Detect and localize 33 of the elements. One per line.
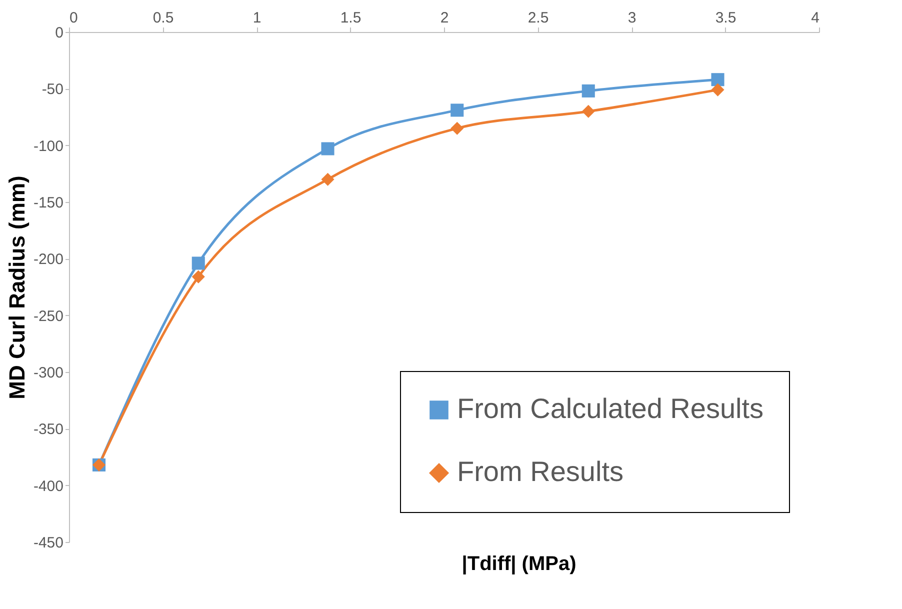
x-tick-label: 0.5	[152, 10, 174, 26]
point	[582, 84, 595, 98]
x-tick-label: 3.5	[715, 10, 736, 26]
y-tick-label: -150	[33, 194, 64, 212]
point	[711, 73, 724, 86]
y-tick-label: -300	[33, 364, 64, 382]
y-tick-label: 0	[55, 24, 64, 42]
point	[582, 104, 595, 118]
x-tick-label: 2	[440, 10, 449, 26]
point	[450, 122, 464, 135]
x-tick-label: 1.5	[340, 10, 362, 26]
y-axis-title: MD Curl Radius (mm)	[4, 176, 30, 400]
point	[192, 270, 205, 284]
y-tick-label: -450	[33, 534, 64, 552]
y-tick-label: -400	[33, 478, 64, 495]
y-tick-label: -250	[33, 308, 64, 325]
legend-label: From Calculated Results	[457, 393, 764, 424]
point	[321, 172, 334, 186]
point	[450, 104, 464, 117]
x-tick-label: 1	[252, 10, 262, 26]
y-tick-label: -50	[42, 81, 64, 98]
legend-label: From Results	[457, 456, 624, 487]
x-tick-label: 3	[628, 10, 636, 26]
x-tick-label: 0	[70, 10, 78, 26]
point	[192, 256, 205, 270]
y-tick-label: -100	[33, 138, 64, 155]
x-axis-title: |Tdiff| (MPa)	[462, 553, 576, 575]
y-tick-label: -350	[33, 421, 64, 438]
point	[711, 83, 724, 96]
point	[321, 142, 334, 156]
x-tick-label: 2.5	[528, 10, 549, 26]
y-tick-label: -200	[33, 251, 64, 268]
x-tick-label: 4	[811, 10, 820, 26]
